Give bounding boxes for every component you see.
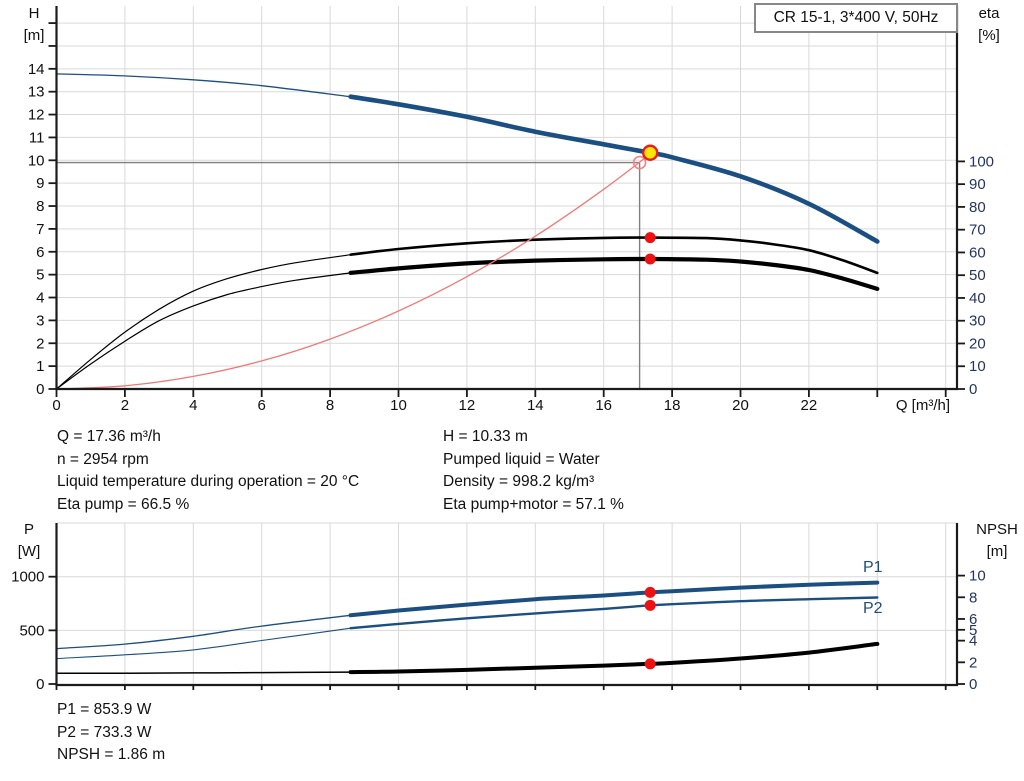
info-line-npsh: NPSH = 1.86 m — [57, 746, 166, 764]
curve-npsh — [348, 641, 880, 675]
info-line-rpm: n = 2954 rpm — [57, 450, 149, 468]
left-tick-label: 500 — [19, 622, 44, 639]
y-axis-left-title: H — [29, 5, 40, 22]
x-tick-label: 20 — [732, 397, 749, 414]
y-axis-right-unit: [%] — [978, 27, 1000, 44]
left-tick-label: 8 — [36, 198, 44, 215]
right-tick-label: 5 — [969, 622, 977, 639]
power-npsh-chart[interactable]: 0 500 1000 0 2 456 8 10 P [W] NPSH [m] P1 P2 — [0, 518, 1024, 698]
y-axis-left-unit: [m] — [24, 27, 45, 44]
x-tick-label: 12 — [459, 397, 476, 414]
requested-duty-marker — [632, 155, 647, 170]
left-tick-label: 0 — [36, 381, 44, 398]
y-axis-right-title: eta — [979, 5, 1001, 22]
info-line-temperature: Liquid temperature during operation = 20… — [57, 473, 360, 491]
left-tick-label: 9 — [36, 175, 44, 192]
right-tick-label: 6 — [969, 611, 977, 628]
left-tick-label: 1000 — [11, 569, 44, 586]
right-tick-label: 80 — [969, 199, 986, 216]
info-line-density: Density = 998.2 kg/m³ — [443, 473, 595, 491]
efficiency-point-dot — [644, 253, 656, 265]
head-capacity-chart[interactable]: 0 2 4 6 8 10 12 14 16 18 20 22012345678910111213140… — [0, 0, 1024, 420]
x-tick-label: 10 — [390, 397, 407, 414]
info-line-h: H = 10.33 m — [443, 428, 528, 445]
operating-data-right: H = 10.33 m Pumped liquid = Water Densit… — [443, 426, 624, 517]
curve-p2 — [349, 596, 879, 630]
right-tick-label: 60 — [969, 244, 986, 261]
y-axis-left-unit: [W] — [18, 543, 41, 560]
curve-eta-pump — [349, 236, 879, 275]
left-tick-label: 1 — [36, 358, 44, 375]
right-tick-label: 90 — [969, 176, 986, 193]
x-tick-label: 4 — [189, 397, 197, 414]
left-tick-label: 5 — [36, 267, 44, 284]
right-tick-label: 2 — [969, 654, 977, 671]
curve-npsh-extension — [56, 671, 351, 674]
info-line-eta-pump: Eta pump = 66.5 % — [57, 496, 190, 514]
duty-point-marker[interactable] — [642, 144, 659, 161]
pump-model-badge: CR 15-1, 3*400 V, 50Hz — [754, 3, 958, 33]
curve-label-p1: P1 — [863, 559, 883, 576]
curve-eta-pump-extension — [56, 254, 351, 390]
left-tick-label: 12 — [28, 107, 45, 124]
right-tick-label: 40 — [969, 290, 986, 307]
left-tick-label: 6 — [36, 244, 44, 261]
operating-data-left: Q = 17.36 m³/h n = 2954 rpm Liquid tempe… — [57, 426, 359, 517]
x-tick-label: 14 — [527, 397, 544, 414]
x-tick-label: 2 — [121, 397, 129, 414]
left-tick-label: 0 — [36, 676, 44, 693]
operating-point-dot — [644, 658, 656, 670]
left-tick-label: 3 — [36, 312, 44, 329]
curve-p1-extension — [56, 614, 351, 650]
right-tick-label: 50 — [969, 267, 986, 284]
efficiency-point-dot — [644, 232, 656, 244]
x-axis-title: Q [m³/h] — [896, 397, 950, 414]
left-tick-label: 11 — [29, 129, 45, 146]
right-tick-label: 20 — [969, 335, 986, 352]
right-tick-label: 8 — [969, 589, 977, 606]
right-tick-label: 10 — [969, 358, 986, 375]
left-tick-label: 14 — [28, 61, 45, 78]
curve-eta-pump-motor-extension — [56, 272, 351, 390]
right-tick-label: 100 — [969, 153, 994, 170]
x-tick-label: 8 — [326, 397, 334, 414]
left-tick-label: 7 — [36, 221, 44, 238]
x-tick-label: 6 — [258, 397, 266, 414]
info-line-liquid: Pumped liquid = Water — [443, 450, 600, 468]
left-tick-label: 2 — [36, 335, 44, 352]
info-line-p2: P2 = 733.3 W — [57, 723, 152, 741]
info-line-p1: P1 = 853.9 W — [57, 701, 152, 718]
curve-eta-pump-motor — [348, 256, 880, 291]
info-line-eta-pump-motor: Eta pump+motor = 57.1 % — [443, 496, 624, 514]
x-tick-label: 22 — [801, 397, 818, 414]
right-tick-label: 10 — [969, 568, 986, 585]
curve-system-curve — [56, 152, 652, 390]
right-tick-label: 4 — [969, 633, 977, 650]
curve-p2-extension — [56, 627, 351, 660]
curve-label-p2: P2 — [863, 600, 883, 617]
right-tick-label: 0 — [969, 381, 977, 398]
y-axis-right-unit: [m] — [987, 543, 1008, 560]
result-data-block: P1 = 853.9 W P2 = 733.3 W NPSH = 1.86 m — [57, 699, 165, 767]
x-tick-label: 18 — [664, 397, 681, 414]
x-tick-label: 16 — [595, 397, 612, 414]
operating-point-dot — [644, 586, 656, 598]
left-tick-label: 4 — [36, 290, 44, 307]
left-tick-label: 10 — [28, 152, 45, 169]
operating-point-dot — [644, 599, 656, 611]
curve-head-extension — [56, 73, 351, 98]
y-axis-left-title: P — [24, 521, 34, 538]
right-tick-label: 0 — [969, 676, 977, 693]
info-line-q: Q = 17.36 m³/h — [57, 428, 161, 445]
right-tick-label: 70 — [969, 222, 986, 239]
curve-head — [348, 94, 880, 244]
curve-p1 — [348, 580, 880, 618]
right-tick-label: 30 — [969, 313, 986, 330]
left-tick-label: 13 — [28, 84, 45, 101]
y-axis-right-title: NPSH — [976, 521, 1018, 538]
x-tick-label: 0 — [52, 397, 60, 414]
